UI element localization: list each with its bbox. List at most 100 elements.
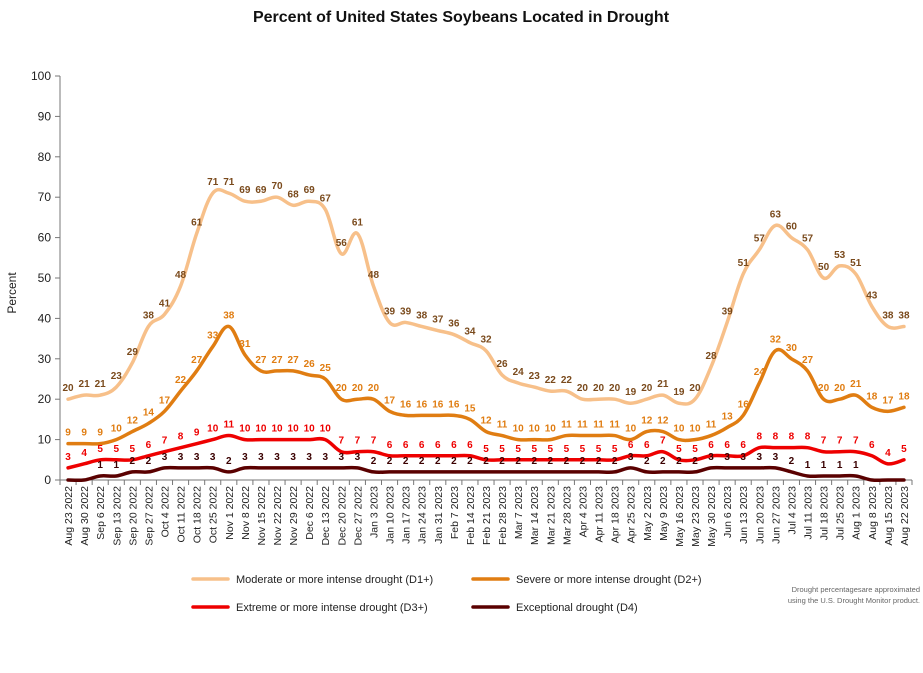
x-tick-label: May 23 2023 — [690, 486, 702, 547]
data-label-d3-plus: 7 — [660, 436, 666, 447]
data-label-d1-plus: 57 — [802, 234, 814, 245]
data-label-d2-plus: 24 — [754, 367, 766, 378]
data-label-d3-plus: 6 — [628, 440, 634, 451]
y-tick-labels: 0 10 20 30 40 50 60 70 80 90 100 — [31, 69, 60, 487]
data-label-d2-plus: 22 — [175, 375, 187, 386]
data-label-d3-plus: 6 — [708, 440, 714, 451]
data-label-d3-plus: 3 — [65, 452, 71, 463]
data-label-d3-plus: 8 — [789, 432, 795, 443]
data-label-d3-plus: 5 — [580, 444, 586, 455]
data-label-d4: 2 — [419, 456, 425, 467]
data-label-d4: 2 — [644, 456, 650, 467]
data-label-d2-plus: 38 — [223, 310, 235, 321]
x-tick-label: Dec 13 2022 — [320, 486, 332, 546]
data-label-d2-plus: 10 — [689, 424, 701, 435]
y-tick-label: 100 — [31, 69, 51, 83]
data-label-d3-plus: 4 — [81, 448, 87, 459]
data-label-d3-plus: 6 — [435, 440, 441, 451]
data-label-d2-plus: 16 — [416, 399, 428, 410]
legend-label-d1-plus: Moderate or more intense drought (D1+) — [236, 574, 433, 586]
data-label-d3-plus: 8 — [178, 432, 184, 443]
data-label-d2-plus: 16 — [432, 399, 444, 410]
data-label-d1-plus: 21 — [79, 379, 91, 390]
data-label-d4: 3 — [242, 452, 248, 463]
data-label-d3-plus: 5 — [499, 444, 505, 455]
data-label-d2-plus: 16 — [738, 399, 750, 410]
data-label-d4: 2 — [596, 456, 602, 467]
data-label-d4: 2 — [146, 456, 152, 467]
x-tick-label: Jan 24 2023 — [417, 486, 429, 544]
data-label-d3-plus: 6 — [740, 440, 746, 451]
data-label-d1-plus: 51 — [850, 258, 862, 269]
data-label-d3-plus: 5 — [692, 444, 698, 455]
data-label-d4: 3 — [740, 452, 746, 463]
data-label-d2-plus: 27 — [191, 355, 203, 366]
x-tick-label: Oct 11 2022 — [176, 486, 188, 543]
data-label-d2-plus: 13 — [722, 411, 734, 422]
x-tick-label: Nov 1 2022 — [224, 486, 236, 540]
data-label-d1-plus: 69 — [304, 185, 316, 196]
data-label-d3-plus: 6 — [644, 440, 650, 451]
x-tick-label: Jul 25 2023 — [835, 486, 847, 540]
data-label-d3-plus: 10 — [207, 424, 219, 435]
data-label-d4: 2 — [660, 456, 666, 467]
data-label-d2-plus: 18 — [866, 391, 878, 402]
data-label-d3-plus: 6 — [403, 440, 409, 451]
data-label-d3-plus: 5 — [901, 444, 907, 455]
x-tick-label: Feb 21 2023 — [481, 486, 493, 545]
data-label-d4: 3 — [757, 452, 763, 463]
data-label-d3-plus: 5 — [515, 444, 521, 455]
data-label-d1-plus: 21 — [95, 379, 107, 390]
data-label-d1-plus: 48 — [368, 270, 380, 281]
data-label-d2-plus: 17 — [882, 395, 894, 406]
x-tick-label: Aug 30 2022 — [79, 486, 91, 546]
chart-title: Percent of United States Soybeans Locate… — [253, 9, 670, 26]
data-label-d4: 3 — [724, 452, 730, 463]
data-label-d4: 2 — [387, 456, 393, 467]
data-label-d1-plus: 39 — [722, 306, 734, 317]
x-tick-label: Nov 29 2022 — [288, 486, 300, 546]
series-lines — [66, 187, 906, 483]
data-label-d4: 2 — [371, 456, 377, 467]
data-label-d4: 3 — [178, 452, 184, 463]
x-tick-label: Jan 3 2023 — [368, 486, 380, 538]
data-label-d1-plus: 71 — [207, 177, 219, 188]
data-label-d2-plus: 11 — [577, 420, 588, 431]
data-label-d1-plus: 56 — [336, 238, 348, 249]
x-tick-label: May 30 2023 — [706, 486, 718, 547]
source-note-line: using the U.S. Drought Monitor product. — [788, 596, 920, 605]
data-label-d4: 2 — [564, 456, 570, 467]
data-label-d2-plus: 12 — [657, 416, 669, 427]
data-label-d1-plus: 19 — [673, 387, 685, 398]
x-tick-labels: Aug 23 2022 Aug 30 2022 Sep 6 2022 Sep 13 2… — [59, 480, 913, 547]
data-label-d3-plus: 5 — [676, 444, 682, 455]
x-tick-label: Aug 8 2023 — [867, 486, 879, 540]
data-label-d4: 2 — [435, 456, 441, 467]
x-tick-label: Aug 23 2022 — [63, 486, 75, 546]
x-tick-label: May 2 2023 — [642, 486, 654, 541]
data-label-d2-plus: 10 — [625, 424, 637, 435]
data-label-d2-plus: 10 — [513, 424, 525, 435]
data-label-d3-plus: 10 — [239, 424, 251, 435]
data-label-d1-plus: 32 — [480, 335, 492, 346]
series-line-d2-plus — [66, 324, 906, 446]
data-label-d2-plus: 27 — [288, 355, 300, 366]
data-label-d3-plus: 7 — [853, 436, 859, 447]
x-tick-label: Oct 4 2022 — [159, 486, 171, 538]
data-label-d1-plus: 20 — [62, 383, 74, 394]
data-label-d4: 3 — [773, 452, 779, 463]
data-label-d1-plus: 41 — [159, 298, 171, 309]
data-label-d1-plus: 57 — [754, 234, 766, 245]
data-label-d3-plus: 4 — [885, 448, 891, 459]
data-label-d2-plus: 16 — [448, 399, 460, 410]
x-tick-label: Feb 28 2023 — [497, 486, 509, 545]
data-label-d2-plus: 10 — [111, 424, 123, 435]
y-tick-label: 90 — [38, 109, 52, 123]
y-tick-label: 80 — [38, 150, 52, 164]
x-tick-label: Jul 4 2023 — [786, 486, 798, 535]
data-label-d2-plus: 20 — [834, 383, 846, 394]
data-label-d4: 3 — [258, 452, 264, 463]
data-label-d3-plus: 6 — [451, 440, 457, 451]
data-label-d2-plus: 27 — [271, 355, 283, 366]
data-label-d4: 3 — [210, 452, 216, 463]
